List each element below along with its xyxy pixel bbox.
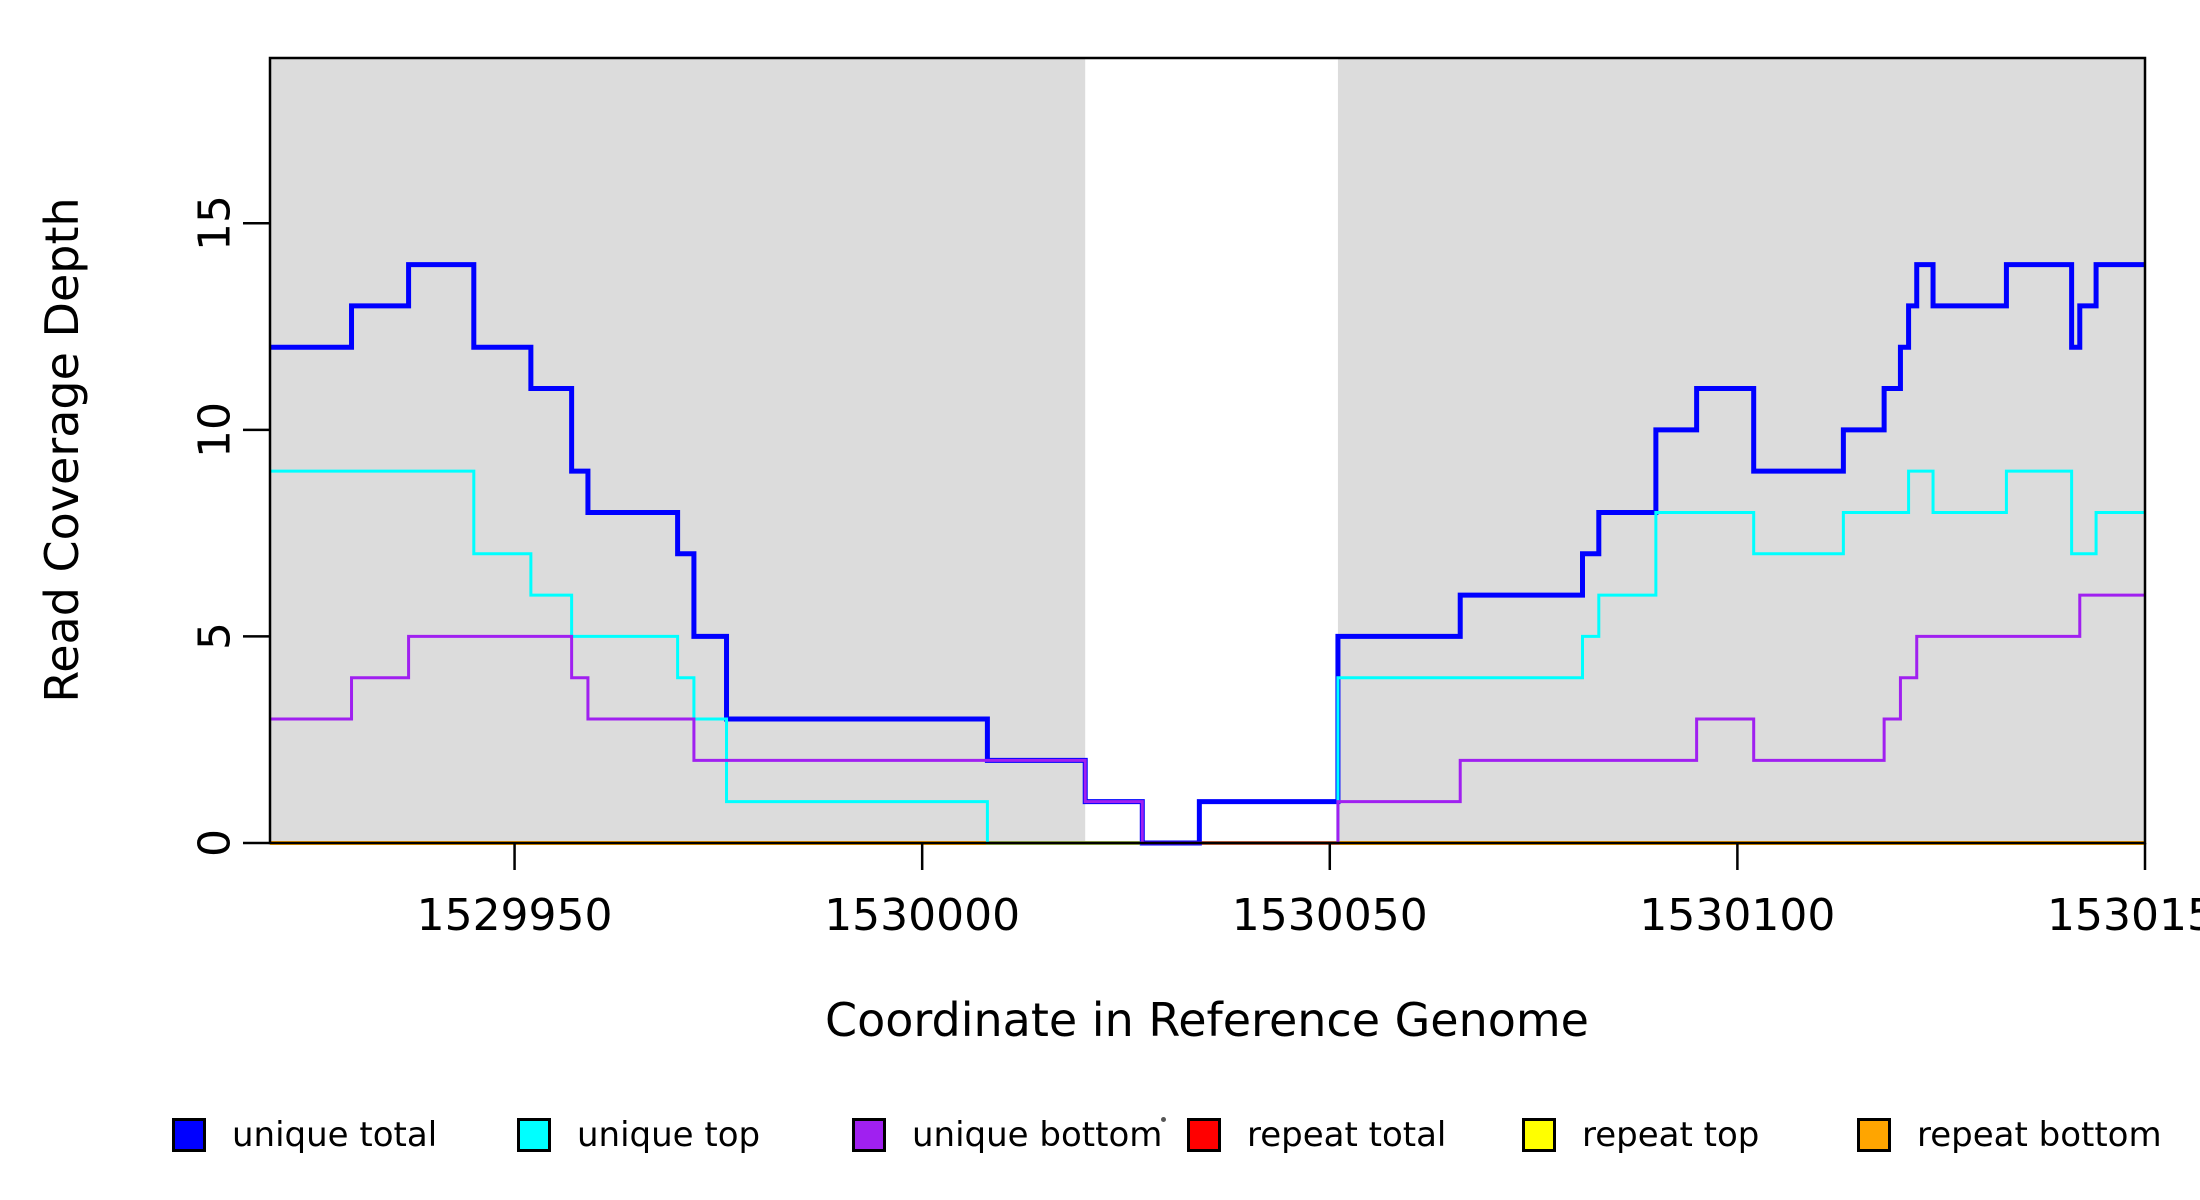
y-tick-label: 0 bbox=[189, 829, 241, 857]
legend-item-unique-bottom: unique bottom bbox=[852, 1100, 1162, 1170]
x-axis-title: Coordinate in Reference Genome bbox=[825, 993, 1589, 1047]
x-tick-label: 1530000 bbox=[824, 890, 1021, 941]
legend-label: repeat total bbox=[1247, 1115, 1447, 1155]
legend-label: unique top bbox=[577, 1115, 761, 1155]
x-tick-label: 1529950 bbox=[416, 890, 613, 941]
legend-item-repeat-total: repeat total bbox=[1187, 1100, 1446, 1170]
legend-label: unique total bbox=[232, 1115, 438, 1155]
y-tick-label: 15 bbox=[189, 195, 241, 252]
x-tick-label: 1530150 bbox=[2047, 890, 2200, 941]
legend-item-unique-total: unique total bbox=[172, 1100, 437, 1170]
plot-border bbox=[268, 56, 2147, 845]
y-tick-label: 10 bbox=[189, 401, 241, 458]
legend-item-repeat-bottom: repeat bottom bbox=[1857, 1100, 2162, 1170]
legend-item-unique-top: unique top bbox=[517, 1100, 760, 1170]
stray-dot-artifact bbox=[1161, 1117, 1166, 1122]
legend: unique total unique top unique bottom re… bbox=[0, 1100, 2200, 1170]
shaded-region-0 bbox=[270, 58, 1086, 843]
y-axis-title: Read Coverage Depth bbox=[35, 197, 89, 703]
series-unique-top-line bbox=[270, 469, 2145, 845]
legend-label: repeat top bbox=[1582, 1115, 1760, 1155]
legend-label: unique bottom bbox=[912, 1115, 1163, 1155]
x-tick-label: 1530050 bbox=[1231, 890, 1428, 941]
x-tick-label: 1530100 bbox=[1639, 890, 1836, 941]
legend-label: repeat bottom bbox=[1917, 1115, 2162, 1155]
shaded-region-1 bbox=[1337, 58, 2145, 843]
unique-top-swatch-icon bbox=[517, 1118, 551, 1152]
repeat-top-swatch-icon bbox=[1522, 1118, 1556, 1152]
unique-total-swatch-icon bbox=[172, 1118, 206, 1152]
repeat-total-swatch-icon bbox=[1187, 1118, 1221, 1152]
series-unique-bottom-line bbox=[270, 593, 2145, 845]
series-unique-total-line bbox=[270, 262, 2145, 846]
legend-item-repeat-top: repeat top bbox=[1522, 1100, 1759, 1170]
repeat-bottom-swatch-icon bbox=[1857, 1118, 1891, 1152]
y-tick-label: 5 bbox=[189, 622, 241, 651]
unique-bottom-swatch-icon bbox=[852, 1118, 886, 1152]
